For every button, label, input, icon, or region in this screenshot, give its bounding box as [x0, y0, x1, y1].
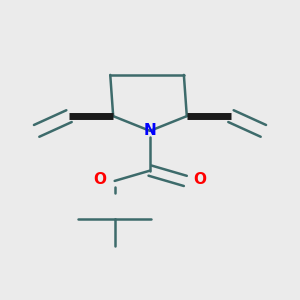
Text: N: N	[144, 123, 156, 138]
Text: O: O	[93, 172, 106, 187]
Text: O: O	[194, 172, 207, 187]
